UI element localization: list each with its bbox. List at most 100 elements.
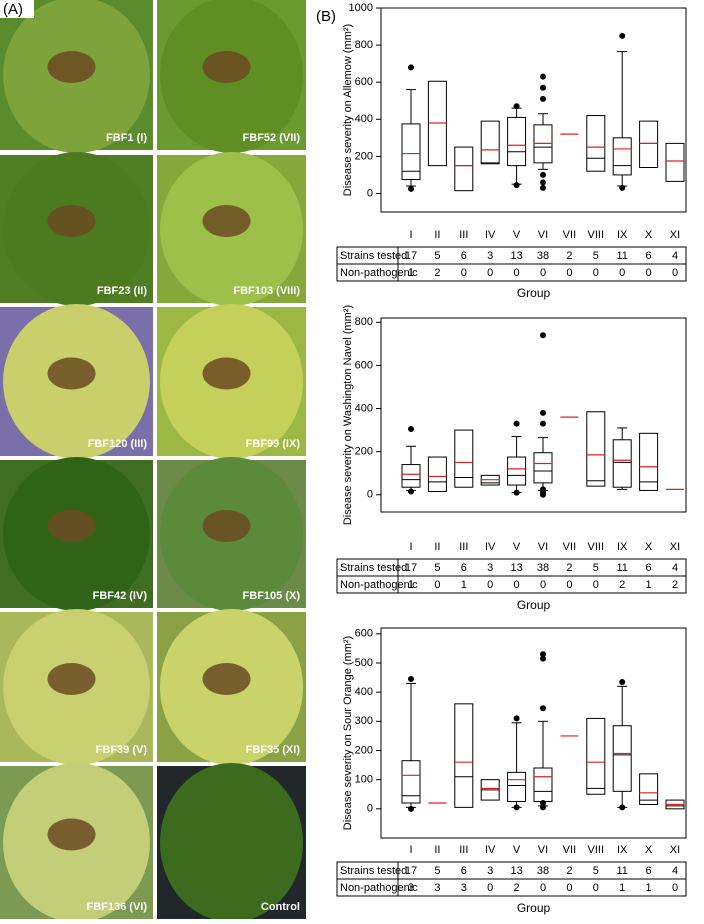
outlier bbox=[540, 332, 546, 339]
x-tick-label: IV bbox=[485, 541, 496, 553]
box bbox=[665, 142, 685, 182]
table-cell: 11 bbox=[616, 562, 627, 574]
y-tick-label: 400 bbox=[355, 686, 373, 698]
table-cell: 6 bbox=[461, 250, 467, 262]
box bbox=[454, 146, 474, 192]
lesion bbox=[47, 357, 96, 390]
x-tick-label: I bbox=[409, 229, 412, 241]
lesion bbox=[47, 663, 96, 695]
x-tick-label: VII bbox=[563, 229, 576, 241]
table-cell: 0 bbox=[487, 579, 493, 591]
x-tick-label: X bbox=[645, 844, 653, 856]
panel-label: (A) bbox=[3, 1, 23, 18]
outlier bbox=[513, 804, 520, 811]
y-tick-label: 400 bbox=[355, 402, 373, 414]
x-tick-label: VIII bbox=[588, 844, 605, 856]
table-cell: 6 bbox=[646, 250, 652, 262]
table-cell: 6 bbox=[646, 865, 652, 877]
table-cell: 3 bbox=[408, 882, 414, 894]
y-tick-label: 400 bbox=[355, 113, 373, 125]
outlier bbox=[408, 805, 414, 812]
table-cell: 13 bbox=[510, 865, 522, 877]
box bbox=[401, 760, 421, 804]
y-axis-label: Disease severity on Washington Navel (mm… bbox=[342, 305, 354, 525]
outlier bbox=[540, 420, 546, 427]
table-cell: 0 bbox=[540, 882, 546, 894]
lesion bbox=[47, 51, 96, 83]
box bbox=[586, 115, 606, 172]
x-tick-label: VIII bbox=[588, 541, 605, 553]
box bbox=[507, 456, 527, 486]
x-tick-label: IX bbox=[617, 541, 628, 553]
outlier bbox=[540, 184, 546, 191]
table-cell: 0 bbox=[672, 267, 678, 279]
box bbox=[612, 439, 632, 488]
plot-frame bbox=[380, 7, 687, 213]
table-cell: 1 bbox=[646, 882, 652, 894]
table-cell: 11 bbox=[616, 250, 627, 262]
box bbox=[507, 771, 527, 803]
table-cell: 3 bbox=[434, 882, 440, 894]
box bbox=[533, 452, 553, 484]
lesion bbox=[202, 510, 251, 542]
table-cell: 4 bbox=[672, 865, 678, 877]
outlier bbox=[513, 182, 520, 189]
table-cell: 5 bbox=[434, 865, 440, 877]
x-tick-label: III bbox=[459, 229, 468, 241]
x-tick-label: V bbox=[513, 229, 521, 241]
row-label: Strains tested bbox=[340, 865, 407, 877]
x-tick-label: III bbox=[459, 844, 468, 856]
table-cell: 5 bbox=[593, 865, 599, 877]
box bbox=[612, 137, 632, 176]
leaf bbox=[159, 762, 304, 923]
table-cell: 3 bbox=[487, 562, 493, 574]
box bbox=[507, 116, 527, 167]
x-axis-label: Group bbox=[517, 286, 551, 300]
table-cell: 6 bbox=[646, 562, 652, 574]
y-tick-label: 0 bbox=[367, 187, 373, 199]
y-tick-label: 800 bbox=[355, 39, 373, 51]
box bbox=[454, 703, 474, 808]
x-tick-label: I bbox=[409, 844, 412, 856]
table-cell: 0 bbox=[566, 267, 572, 279]
photo-label: FBF52 (VII) bbox=[243, 132, 301, 144]
y-tick-label: 300 bbox=[355, 715, 373, 727]
table-cell: 0 bbox=[566, 579, 572, 591]
x-tick-label: V bbox=[513, 844, 521, 856]
outlier bbox=[408, 185, 414, 192]
x-tick-label: II bbox=[434, 541, 440, 553]
box bbox=[427, 456, 447, 493]
table-cell: 1 bbox=[646, 579, 652, 591]
y-tick-label: 600 bbox=[355, 76, 373, 88]
table-cell: 17 bbox=[405, 562, 417, 574]
photo-label: FBF1 (I) bbox=[106, 132, 147, 144]
table-cell: 17 bbox=[405, 865, 417, 877]
outlier bbox=[540, 171, 546, 178]
outlier bbox=[540, 804, 546, 811]
photo-label: FBF136 (VI) bbox=[86, 901, 147, 913]
outlier bbox=[513, 103, 520, 110]
outlier bbox=[540, 655, 546, 662]
x-tick-label: IX bbox=[617, 229, 628, 241]
table-cell: 17 bbox=[405, 250, 417, 262]
table-cell: 5 bbox=[434, 562, 440, 574]
lesion bbox=[202, 663, 251, 695]
outlier bbox=[540, 179, 546, 186]
table-cell: 0 bbox=[487, 267, 493, 279]
photo-label: FBF39 (V) bbox=[96, 744, 148, 756]
table-cell: 0 bbox=[487, 882, 493, 894]
table-cell: 1 bbox=[619, 882, 625, 894]
table-cell: 13 bbox=[510, 250, 522, 262]
lesion bbox=[202, 51, 251, 83]
y-tick-label: 200 bbox=[355, 446, 373, 458]
photo-label: FBF42 (IV) bbox=[93, 590, 148, 602]
outlier bbox=[540, 800, 546, 806]
table-cell: 1 bbox=[461, 579, 467, 591]
outlier bbox=[540, 84, 546, 91]
outlier bbox=[513, 420, 520, 427]
x-axis-label: Group bbox=[517, 598, 551, 612]
x-tick-label: III bbox=[459, 541, 468, 553]
table-cell: 2 bbox=[672, 579, 678, 591]
table-cell: 2 bbox=[566, 865, 572, 877]
x-tick-label: XI bbox=[670, 844, 680, 856]
